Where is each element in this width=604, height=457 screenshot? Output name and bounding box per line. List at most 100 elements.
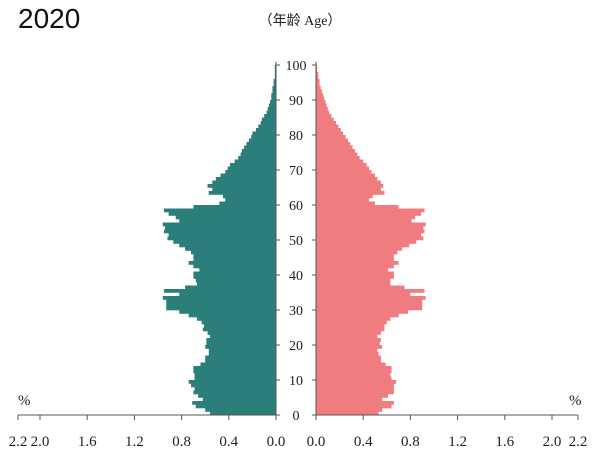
male-bar-age-56 <box>175 215 276 220</box>
male-bar-age-30 <box>166 306 276 311</box>
male-bar-age-72 <box>234 159 276 164</box>
age-tick-label: 80 <box>289 129 303 144</box>
female-bar-age-17 <box>316 352 379 356</box>
age-tick-label: 40 <box>289 269 303 284</box>
male-bar-age-11 <box>194 373 276 377</box>
male-bar-age-73 <box>238 156 276 160</box>
female-bar-age-64 <box>316 187 381 192</box>
male-bar-age-43 <box>188 261 276 265</box>
female-bar-age-55 <box>316 219 412 223</box>
female-bar-age-30 <box>316 306 423 311</box>
female-bar-age-88 <box>316 103 327 108</box>
male-bar-age-27 <box>196 317 276 321</box>
female-bar-age-18 <box>316 348 378 353</box>
age-tick-label: 90 <box>289 94 303 109</box>
male-bar-age-39 <box>193 275 276 279</box>
male-bar-age-60 <box>219 201 276 206</box>
male-bar-age-62 <box>222 194 276 199</box>
male-bar-age-79 <box>251 135 276 139</box>
male-bar-age-24 <box>202 327 276 332</box>
male-bar-age-1 <box>205 408 276 412</box>
male-bar-age-48 <box>179 243 276 248</box>
female-bar-age-58 <box>316 208 425 213</box>
female-bar-age-10 <box>316 376 392 381</box>
male-bar-age-58 <box>163 208 276 213</box>
male-bar-age-18 <box>208 348 276 353</box>
female-bar-age-90 <box>316 96 325 101</box>
male-bar-age-78 <box>248 138 276 143</box>
male-bar-age-2 <box>195 404 276 409</box>
female-bar-age-75 <box>316 149 355 153</box>
female-bar-age-25 <box>316 324 385 328</box>
age-tick-label: 10 <box>289 374 303 389</box>
male-bar-age-50 <box>167 236 276 241</box>
male-bar-age-83 <box>260 121 276 125</box>
male-bar-age-51 <box>168 233 276 237</box>
female-bar-age-36 <box>316 285 405 290</box>
female-bar-age-89 <box>316 100 326 104</box>
male-bar-age-36 <box>185 285 276 290</box>
male-bar-age-37 <box>196 282 276 286</box>
x-tick-label-right: 0.0 <box>307 434 326 450</box>
female-bar-age-32 <box>316 299 423 304</box>
male-bar-age-49 <box>173 240 276 244</box>
x-tick-label-left: 0.0 <box>267 434 286 450</box>
male-bar-age-0 <box>209 411 276 416</box>
female-bar-age-35 <box>316 289 425 293</box>
male-bar-age-41 <box>199 268 276 272</box>
x-tick-label-left: 0.4 <box>219 434 238 450</box>
female-bar-age-24 <box>316 327 385 332</box>
female-bar-age-34 <box>316 292 411 297</box>
age-tick-label: 20 <box>289 339 303 354</box>
male-bar-age-52 <box>163 229 276 234</box>
female-bar-age-83 <box>316 121 337 125</box>
age-tick-label: 60 <box>289 199 303 214</box>
female-bar-age-22 <box>316 334 378 339</box>
female-bar-age-47 <box>316 247 403 251</box>
female-bar-age-0 <box>316 411 379 416</box>
female-bar-age-1 <box>316 408 383 412</box>
male-bar-age-95 <box>273 79 276 83</box>
female-bar-age-41 <box>316 268 388 272</box>
x-tick-label-left: 2.0 <box>31 434 50 450</box>
female-bar-age-74 <box>316 152 358 157</box>
male-bar-age-97 <box>274 72 276 76</box>
female-bar-age-37 <box>316 282 391 286</box>
female-bar-age-9 <box>316 380 397 384</box>
male-bar-age-14 <box>200 362 276 367</box>
female-bar-age-91 <box>316 93 324 97</box>
chart-year-title: 2020 <box>18 3 80 34</box>
female-bar-age-19 <box>316 345 383 349</box>
male-bar-age-88 <box>268 103 276 108</box>
female-bar-age-44 <box>316 257 394 262</box>
male-bar-age-54 <box>162 222 276 227</box>
x-tick-label-left: 1.2 <box>125 434 144 450</box>
female-bar-age-7 <box>316 387 394 391</box>
female-bar-age-40 <box>316 271 394 276</box>
female-bar-age-46 <box>316 250 398 255</box>
male-bar-age-29 <box>179 310 276 314</box>
female-bar-age-3 <box>316 401 394 405</box>
female-bar-age-28 <box>316 313 399 318</box>
axes <box>17 62 579 420</box>
male-bar-age-64 <box>212 187 276 192</box>
female-bar-age-63 <box>316 191 385 195</box>
female-bar-age-33 <box>316 296 426 300</box>
male-bar-age-71 <box>229 163 276 167</box>
x-tick-label-left: 0.8 <box>172 434 191 450</box>
female-bar-age-16 <box>316 355 381 360</box>
female-bar-age-68 <box>316 173 375 178</box>
male-bar-age-33 <box>162 296 276 300</box>
female-bar-age-60 <box>316 201 375 206</box>
female-bar-age-38 <box>316 278 391 283</box>
age-tick-label: 100 <box>286 59 307 74</box>
female-bar-age-56 <box>316 215 416 220</box>
female-bar-age-6 <box>316 390 394 395</box>
x-tick-label-right: 2.2 <box>569 434 588 450</box>
female-bar-age-21 <box>316 338 381 342</box>
female-bar-age-92 <box>316 89 322 94</box>
female-bar-age-5 <box>316 394 388 398</box>
female-bar-age-71 <box>316 163 367 167</box>
female-bar-age-96 <box>316 75 319 80</box>
